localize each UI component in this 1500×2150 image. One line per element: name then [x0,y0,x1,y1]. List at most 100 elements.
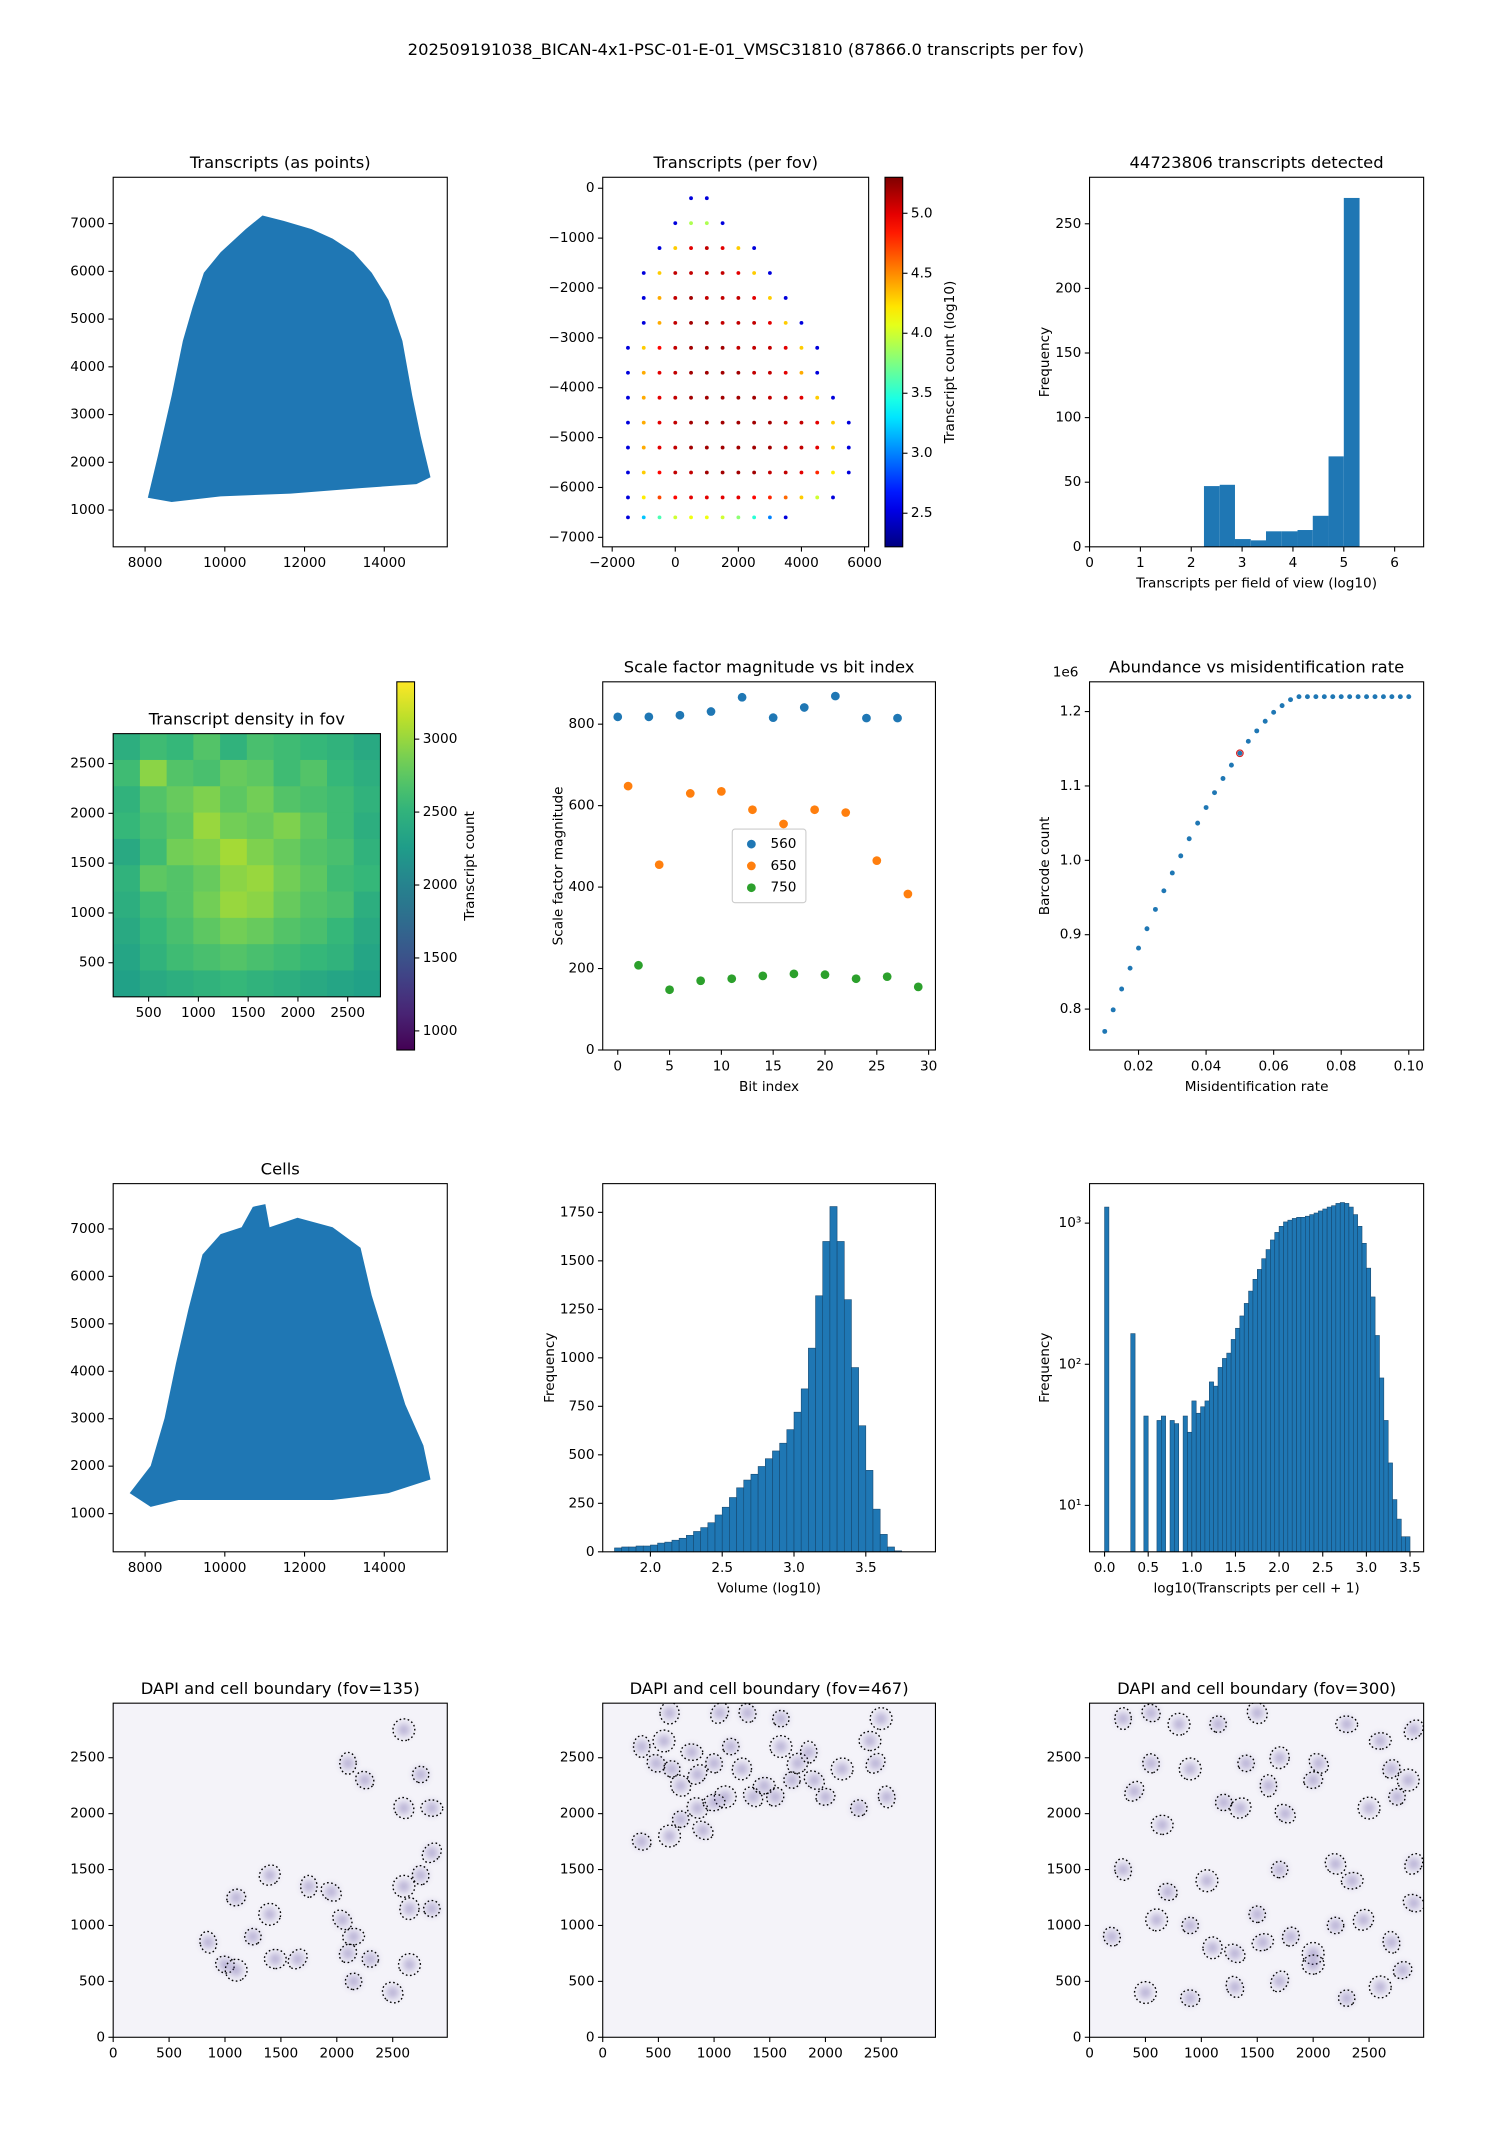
nucleus [1161,1885,1174,1899]
hist-bar [1161,1415,1166,1552]
point [1220,776,1226,781]
heat-cell [300,865,328,892]
fov-point [657,271,662,275]
x-tick-label: 1.0 [1181,1560,1203,1576]
point [1152,906,1158,912]
cell-boundary [422,1899,441,1918]
point [810,805,819,815]
nucleus [1144,1706,1158,1720]
heat-cell [113,865,141,892]
fov-point [831,395,835,400]
cell-boundary [1303,1771,1324,1790]
hist-bar [642,1545,651,1552]
y-tick-label: −3000 [548,330,594,346]
axes-frame [602,176,870,548]
dapi-background [602,1703,936,2038]
point [882,972,892,982]
fov-point [689,196,693,201]
heat-cell [113,838,141,866]
heat-cell [193,838,221,866]
point [727,974,737,984]
fov-point [783,420,788,425]
heat-cell [300,786,328,813]
point [1296,694,1302,700]
nucleus [397,1801,411,1815]
hist-bar [1366,1267,1372,1552]
point [1389,694,1395,700]
heat-cell [113,786,141,813]
cell-boundary [815,1787,836,1806]
x-tick-label: 2500 [1352,2046,1387,2062]
x-tick-label: 0 [598,2046,607,2062]
panel: DAPI and cell boundary (fov=135) 0 500 1000… [70,1679,448,2062]
heat-cell [353,812,381,840]
heat-cell [220,812,248,840]
nucleus [1156,1818,1169,1831]
hist-bar [1326,1206,1332,1552]
point [1262,718,1268,724]
cell-boundary [1396,1768,1420,1792]
fov-point [689,445,693,450]
hist-bar [836,1241,845,1552]
fov-point [736,470,741,475]
colorbar-tick-label: 2500 [423,804,458,820]
nucleus [347,1930,360,1943]
cell-boundary [865,1752,886,1774]
y-tick-label: 10² [1059,1356,1082,1372]
hist-bar [808,1347,816,1552]
colorbar-tick-label: 5.0 [911,205,933,221]
heat-cell [193,891,221,919]
nucleus [1139,1986,1152,1999]
hist-bar [851,1367,859,1552]
hist-bar [1396,1518,1402,1552]
cell-boundary [392,1874,416,1898]
cell-boundary [1270,1860,1289,1879]
heat-cell [300,838,328,866]
cell-boundary [258,1902,282,1926]
dapi-background [1089,1703,1424,2038]
fov-point [799,420,804,425]
y-tick-label: 500 [569,1973,595,1989]
fov-point [767,320,772,325]
x-tick-label: 2000 [721,555,756,571]
cell-boundary [702,1793,726,1812]
y-tick-label: 2500 [560,1750,595,1766]
hist-bar [1252,1279,1258,1552]
point [1178,853,1184,859]
x-tick-label: 0.08 [1326,1058,1356,1074]
cell-boundary [1202,1936,1223,1960]
point [1144,926,1150,932]
y-tick-label: 400 [569,879,595,895]
fov-point [767,420,772,425]
y-tick-label: −2000 [548,280,594,296]
cell-boundary [332,1909,353,1931]
nucleus [1407,1857,1420,1871]
fov-point [657,345,662,350]
fov-point [720,470,725,475]
hist-bar [614,1547,622,1552]
y-tick-label: 150 [1055,345,1081,361]
fov-point [657,515,662,520]
heat-cell [113,891,141,919]
nucleus [1374,1980,1387,1994]
nucleus [1184,1762,1197,1776]
heat-cell [300,759,328,787]
fov-point [831,495,835,500]
y-tick-label: 1000 [70,905,105,921]
fov-point [799,470,804,475]
fov-point [799,445,804,450]
fov-point [704,470,709,475]
heat-cell [139,838,168,866]
heat-cell [139,733,168,761]
fov-point [736,445,741,450]
nucleus [707,1796,721,1809]
point [675,710,685,720]
nucleus [358,1773,371,1787]
nucleus [635,1835,648,1848]
fov-point [720,271,725,275]
hist-bar [750,1473,759,1552]
fov-point [783,296,788,300]
y-tick-label: 2000 [70,1458,105,1474]
point [623,781,633,791]
fov-point [689,395,693,400]
